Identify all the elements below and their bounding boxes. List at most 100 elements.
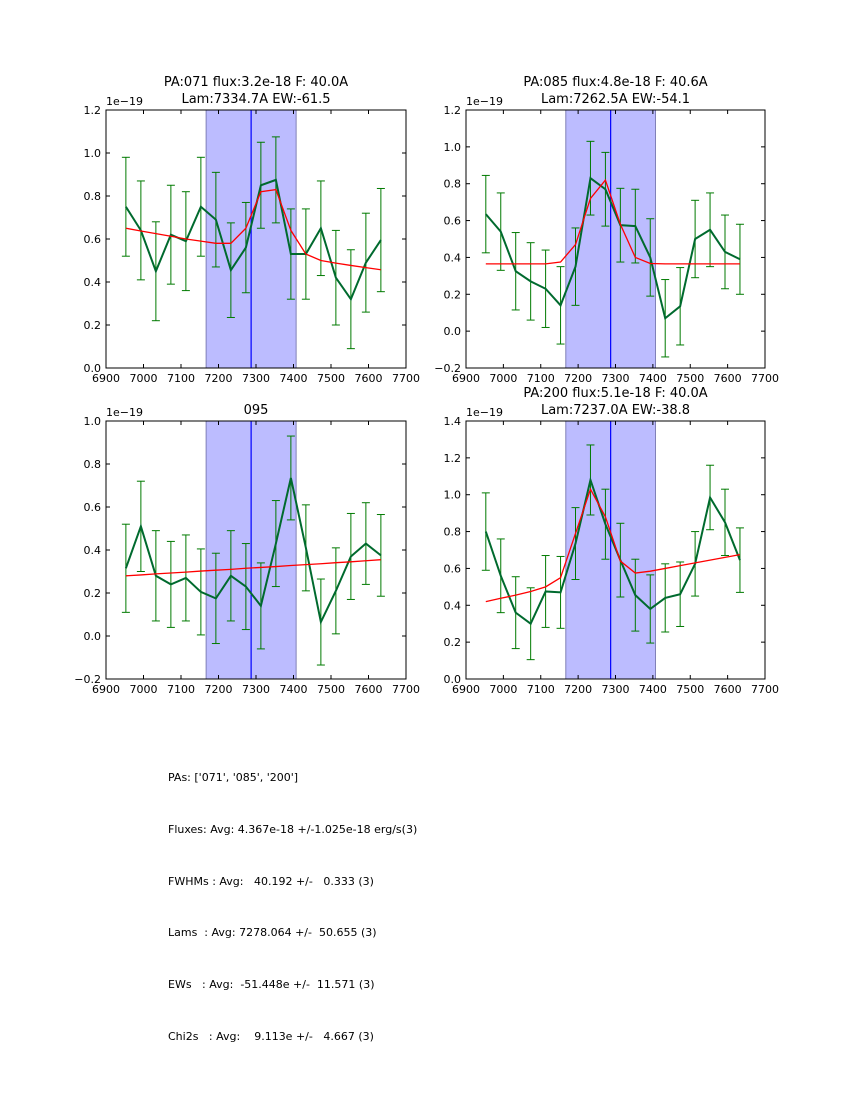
- x-tick-label: 7000: [130, 683, 158, 696]
- x-tick-label: 7300: [242, 372, 270, 385]
- x-tick-label: 7100: [167, 372, 195, 385]
- x-tick-label: 7000: [130, 372, 158, 385]
- plot-area: [121, 421, 385, 679]
- x-tick-label: 7200: [564, 683, 592, 696]
- subplot-1: 6900 7000 7100 7200 7300 7400 7500 7600 7700 0.0 0…: [84, 75, 421, 385]
- x-tick-label: 7700: [751, 372, 779, 385]
- y-tick-label: 1.0: [444, 141, 462, 154]
- y-tick-label: 0.0: [444, 673, 462, 686]
- x-tick-label: 7500: [676, 683, 704, 696]
- x-tick-label: 7600: [714, 683, 742, 696]
- summary-text-block: PAs: ['071', '085', '200'] Fluxes: Avg: …: [168, 742, 417, 1066]
- x-tick-label: 7500: [317, 683, 345, 696]
- x-tick-label: 7100: [167, 683, 195, 696]
- x-tick-label: 7300: [602, 372, 630, 385]
- series-data-line: [485, 176, 741, 321]
- y-tick-label: 0.0: [444, 325, 462, 338]
- y-tick-label: 0.0: [84, 362, 102, 375]
- y-offset-label: 1e−19: [466, 406, 503, 419]
- subplot-4: 6900 7000 7100 7200 7300 7400 7500 7600 7700 0.0 0…: [444, 386, 780, 696]
- series-data-line: [124, 477, 382, 626]
- y-tick-label: 1.0: [84, 147, 102, 160]
- summary-fluxes: Fluxes: Avg: 4.367e-18 +/-1.025e-18 erg/…: [168, 822, 418, 836]
- plot-area: [121, 110, 385, 368]
- subplot-title: PA:200 flux:5.1e-18 F: 40.0A: [523, 386, 707, 401]
- y-offset-label: 1e−19: [106, 95, 143, 108]
- summary-fwhms: FWHMs : Avg: 40.192 +/- 0.333 (3): [168, 874, 374, 888]
- y-tick-label: 0.6: [444, 215, 462, 228]
- y-tick-label: 0.2: [84, 319, 102, 332]
- series-data-line: [484, 476, 741, 626]
- series-data-line: [125, 178, 382, 302]
- x-tick-label: 7400: [280, 683, 308, 696]
- subplot-title: Lam:7237.0A EW:-38.8: [541, 403, 690, 418]
- y-tick-label: 0.8: [84, 190, 102, 203]
- x-tick-label: 6900: [92, 372, 120, 385]
- y-tick-label: 1.0: [444, 489, 462, 502]
- x-tick-label: 7200: [564, 372, 592, 385]
- subplot-title: Lam:7334.7A EW:-61.5: [181, 92, 330, 107]
- y-tick-label: 0.4: [444, 251, 462, 264]
- y-tick-label: 1.2: [84, 104, 102, 117]
- x-tick-label: 7300: [242, 683, 270, 696]
- y-tick-label: 0.2: [84, 587, 102, 600]
- y-tick-label: −0.2: [74, 673, 101, 686]
- x-tick-label: 7500: [676, 372, 704, 385]
- y-tick-label: 0.2: [444, 636, 462, 649]
- x-tick-label: 7500: [317, 372, 345, 385]
- x-tick-label: 7700: [751, 683, 779, 696]
- y-offset-label: 1e−19: [466, 95, 503, 108]
- y-tick-label: 1.4: [444, 415, 462, 428]
- plot-area: [481, 110, 744, 368]
- summary-ews: EWs : Avg: -51.448e +/- 11.571 (3): [168, 978, 375, 992]
- x-tick-label: 7000: [489, 372, 517, 385]
- x-tick-label: 7200: [205, 372, 233, 385]
- x-tick-label: 7000: [489, 683, 517, 696]
- subplot-title: PA:071 flux:3.2e-18 F: 40.0A: [164, 75, 348, 90]
- y-tick-label: 1.2: [444, 104, 462, 117]
- series-model-line: [125, 559, 381, 577]
- series-model-line: [485, 487, 741, 603]
- y-tick-label: −0.2: [434, 362, 461, 375]
- y-tick-label: 0.8: [444, 526, 462, 539]
- plot-area: [481, 421, 744, 679]
- x-tick-label: 7300: [602, 683, 630, 696]
- y-tick-label: 0.4: [84, 544, 102, 557]
- x-tick-label: 7200: [205, 683, 233, 696]
- x-tick-label: 7400: [639, 683, 667, 696]
- x-tick-label: 6900: [452, 683, 480, 696]
- summary-pas: PAs: ['071', '085', '200']: [168, 771, 299, 784]
- y-tick-label: 1.0: [84, 415, 102, 428]
- x-tick-label: 7600: [355, 683, 383, 696]
- series-model-line: [485, 178, 740, 265]
- y-tick-label: 1.2: [444, 452, 462, 465]
- y-tick-label: 0.4: [444, 599, 462, 612]
- summary-lams: Lams : Avg: 7278.064 +/- 50.655 (3): [168, 926, 377, 940]
- x-tick-label: 7100: [527, 372, 555, 385]
- y-tick-label: 0.6: [84, 233, 102, 246]
- y-tick-label: 0.8: [444, 178, 462, 191]
- y-tick-label: 0.8: [84, 458, 102, 471]
- y-tick-label: 0.4: [84, 276, 102, 289]
- y-tick-label: 0.0: [84, 630, 102, 643]
- x-tick-label: 7700: [392, 372, 420, 385]
- x-tick-label: 7100: [527, 683, 555, 696]
- y-tick-label: 0.6: [84, 501, 102, 514]
- subplot-title: 095: [244, 403, 269, 418]
- x-tick-label: 6900: [92, 683, 120, 696]
- series-model-line: [125, 188, 381, 271]
- y-tick-label: 0.2: [444, 288, 462, 301]
- x-tick-label: 7400: [639, 372, 667, 385]
- summary-chi2s: Chi2s : Avg: 9.113e +/- 4.667 (3): [168, 1029, 374, 1043]
- subplot-title: Lam:7262.5A EW:-54.1: [541, 92, 690, 107]
- x-tick-label: 7600: [355, 372, 383, 385]
- y-tick-label: 0.6: [444, 562, 462, 575]
- subplot-title: PA:085 flux:4.8e-18 F: 40.6A: [523, 75, 707, 90]
- subplot-3: 6900 7000 7100 7200 7300 7400 7500 7600 7700 −0.2…: [74, 403, 420, 696]
- x-tick-label: 6900: [452, 372, 480, 385]
- x-tick-label: 7700: [392, 683, 420, 696]
- y-offset-label: 1e−19: [106, 406, 143, 419]
- x-tick-label: 7400: [280, 372, 308, 385]
- subplot-2: 6900 7000 7100 7200 7300 7400 7500 7600 7700 −0.2…: [434, 75, 779, 385]
